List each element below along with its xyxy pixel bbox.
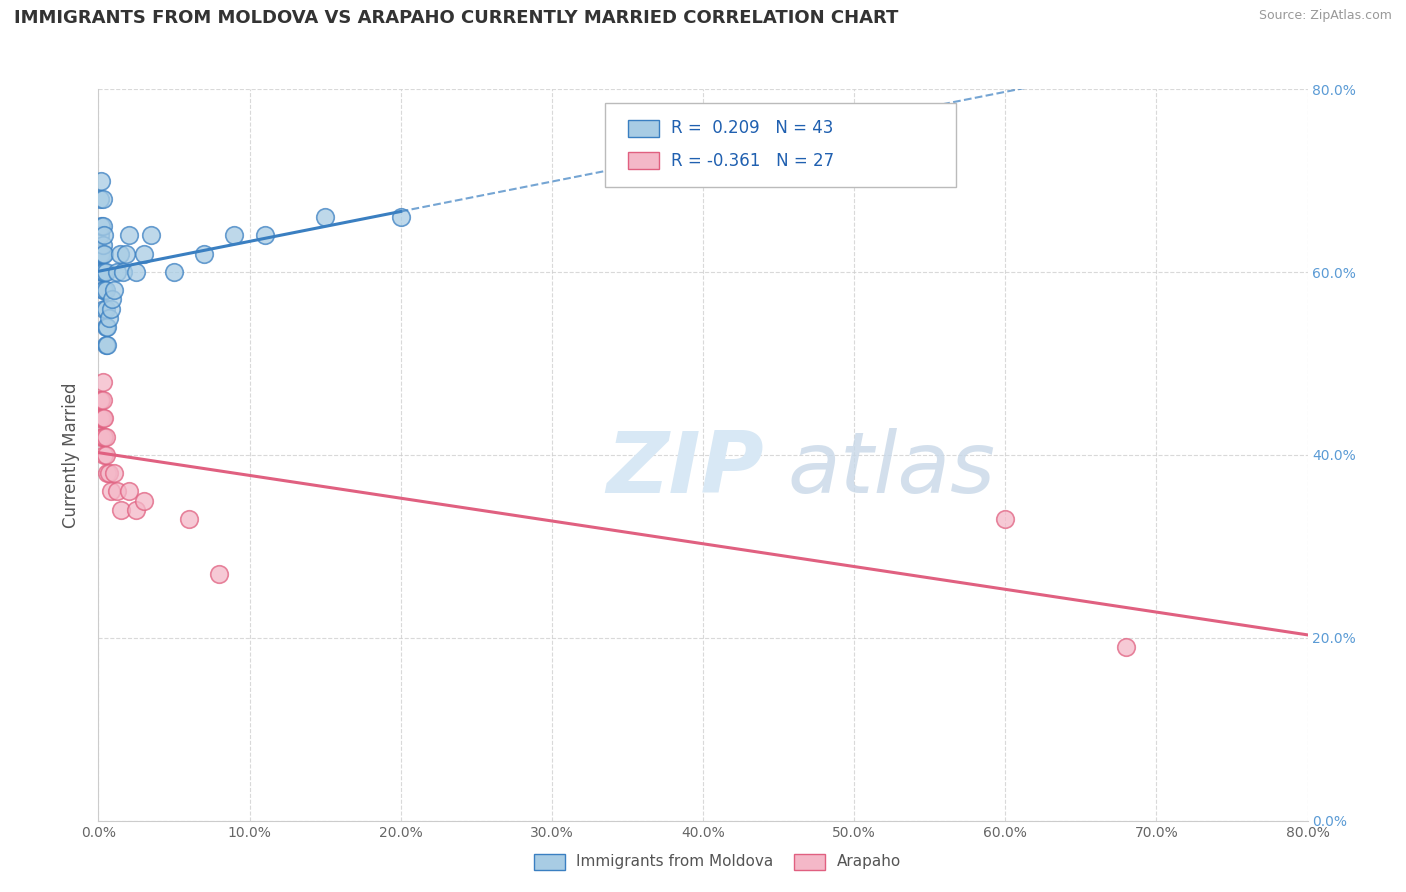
Point bbox=[114, 246, 136, 260]
Point bbox=[193, 246, 215, 260]
Point bbox=[93, 301, 115, 316]
Point bbox=[105, 265, 128, 279]
Text: Arapaho: Arapaho bbox=[837, 855, 901, 869]
Point bbox=[94, 265, 117, 279]
Text: R = -0.361   N = 27: R = -0.361 N = 27 bbox=[671, 152, 834, 169]
Point bbox=[101, 293, 124, 307]
Point bbox=[108, 246, 131, 260]
Text: atlas: atlas bbox=[787, 428, 995, 511]
Point bbox=[110, 503, 132, 517]
Point bbox=[90, 246, 112, 260]
Point bbox=[994, 512, 1017, 526]
Text: R =  0.209   N = 43: R = 0.209 N = 43 bbox=[671, 120, 832, 137]
Point bbox=[103, 466, 125, 480]
Point bbox=[91, 246, 114, 260]
Point bbox=[208, 566, 231, 581]
Text: Immigrants from Moldova: Immigrants from Moldova bbox=[576, 855, 773, 869]
Point bbox=[91, 192, 114, 206]
Point bbox=[314, 210, 336, 224]
Point bbox=[91, 219, 114, 234]
Point bbox=[91, 430, 114, 444]
Point bbox=[125, 503, 148, 517]
Point bbox=[90, 219, 112, 234]
Point bbox=[89, 392, 111, 407]
Point bbox=[118, 484, 141, 499]
Point bbox=[93, 246, 115, 260]
Text: ZIP: ZIP bbox=[606, 428, 763, 511]
Point bbox=[253, 228, 276, 243]
Point bbox=[91, 284, 114, 298]
Point bbox=[105, 484, 128, 499]
Point bbox=[141, 228, 163, 243]
Point bbox=[90, 265, 112, 279]
Point bbox=[89, 228, 111, 243]
Point bbox=[1115, 640, 1137, 654]
Point bbox=[94, 338, 117, 352]
Point bbox=[98, 466, 121, 480]
Point bbox=[179, 512, 201, 526]
Point bbox=[93, 430, 115, 444]
Text: IMMIGRANTS FROM MOLDOVA VS ARAPAHO CURRENTLY MARRIED CORRELATION CHART: IMMIGRANTS FROM MOLDOVA VS ARAPAHO CURRE… bbox=[14, 9, 898, 27]
Point bbox=[96, 338, 118, 352]
Point bbox=[125, 265, 148, 279]
Point bbox=[90, 430, 112, 444]
Point bbox=[91, 392, 114, 407]
Point bbox=[89, 246, 111, 260]
Point bbox=[93, 284, 115, 298]
Y-axis label: Currently Married: Currently Married bbox=[62, 382, 80, 528]
Point bbox=[91, 411, 114, 425]
Point bbox=[132, 493, 155, 508]
Point bbox=[93, 411, 115, 425]
Point bbox=[91, 265, 114, 279]
Point bbox=[96, 466, 118, 480]
Point bbox=[94, 284, 117, 298]
Point bbox=[90, 392, 112, 407]
Point bbox=[90, 173, 112, 188]
Point bbox=[94, 448, 117, 462]
Point bbox=[163, 265, 186, 279]
Point bbox=[132, 246, 155, 260]
Point bbox=[96, 319, 118, 334]
Point bbox=[93, 228, 115, 243]
Point bbox=[89, 192, 111, 206]
Point bbox=[389, 210, 412, 224]
Point bbox=[91, 375, 114, 389]
Point bbox=[103, 284, 125, 298]
Point bbox=[90, 411, 112, 425]
Point bbox=[94, 319, 117, 334]
Point bbox=[224, 228, 246, 243]
Point bbox=[100, 484, 122, 499]
Point bbox=[91, 237, 114, 252]
Point bbox=[94, 430, 117, 444]
Point bbox=[93, 265, 115, 279]
Point bbox=[111, 265, 134, 279]
Text: Source: ZipAtlas.com: Source: ZipAtlas.com bbox=[1258, 9, 1392, 22]
Point bbox=[89, 411, 111, 425]
Point bbox=[100, 301, 122, 316]
Point bbox=[118, 228, 141, 243]
Point bbox=[94, 301, 117, 316]
Point bbox=[93, 448, 115, 462]
Point bbox=[98, 310, 121, 325]
